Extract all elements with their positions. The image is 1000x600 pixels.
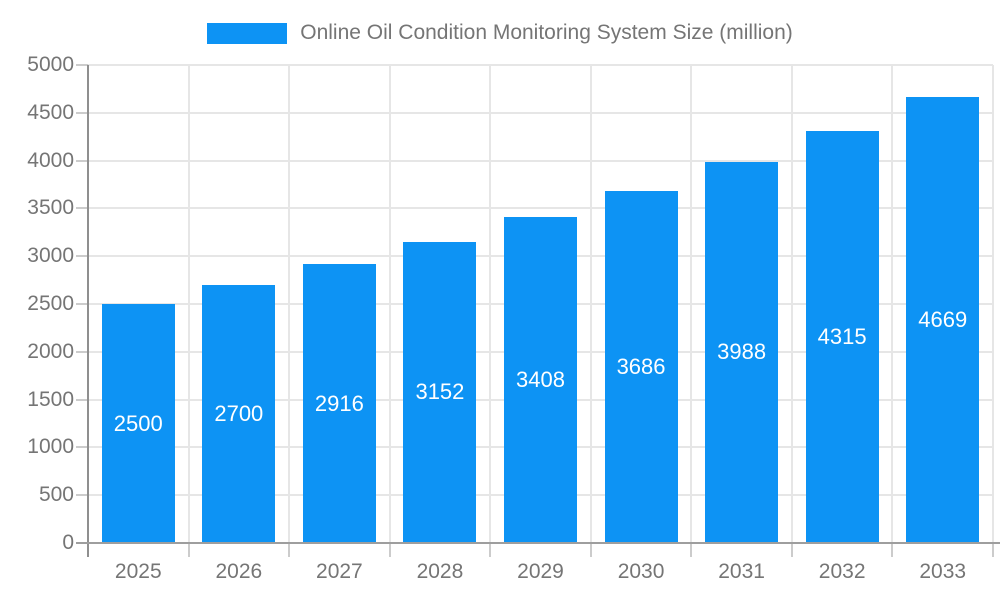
x-axis-line <box>76 542 1000 544</box>
y-tick-label: 4500 <box>27 100 74 124</box>
v-gridline <box>790 65 793 543</box>
x-axis-tick <box>589 543 592 557</box>
y-axis-tick <box>76 398 88 401</box>
bar: 2700 <box>202 284 276 543</box>
y-tick-label: 0 <box>62 531 74 554</box>
x-axis-tick <box>992 543 994 557</box>
bar-value-label: 4315 <box>817 323 867 349</box>
bar-value-label: 2700 <box>214 400 264 426</box>
bar-value-label: 3988 <box>717 339 767 365</box>
v-gridline <box>489 65 492 543</box>
y-tick-label: 2000 <box>27 339 74 363</box>
v-gridline <box>589 65 592 543</box>
y-axis-tick <box>76 350 88 353</box>
x-axis-tick <box>388 543 391 557</box>
bar: 3686 <box>604 190 678 543</box>
x-axis-tick <box>790 543 793 557</box>
plot-area: 2500 2700 2916 3152 3408 3686 3988 4315 4669 <box>76 64 1000 557</box>
x-tick-label: 2028 <box>416 560 464 583</box>
v-gridline <box>388 65 391 543</box>
y-axis-line <box>87 65 89 557</box>
y-axis-tick <box>76 111 88 114</box>
x-axis-tick <box>187 543 190 557</box>
bar-value-label: 2500 <box>113 410 163 436</box>
bar-value-label: 4669 <box>918 306 968 332</box>
y-tick-label: 2500 <box>27 292 74 315</box>
y-tick-label: 1000 <box>27 435 74 459</box>
y-axis-tick <box>76 494 88 497</box>
y-tick-label: 500 <box>38 483 74 507</box>
bar: 4315 <box>805 130 879 543</box>
x-axis-tick <box>288 543 291 557</box>
legend[interactable]: Online Oil Condition Monitoring System S… <box>0 21 1000 45</box>
bar: 4669 <box>906 96 980 543</box>
y-tick-label: 3500 <box>27 196 74 220</box>
x-tick-label: 2026 <box>215 560 263 583</box>
v-gridline <box>891 65 894 543</box>
y-tick-label: 3000 <box>27 244 74 268</box>
v-gridline <box>992 65 994 543</box>
v-gridline <box>187 65 190 543</box>
h-gridline <box>88 207 993 210</box>
x-tick-label: 2025 <box>114 560 162 583</box>
y-tick-label: 5000 <box>27 53 74 76</box>
y-axis-tick <box>76 255 88 258</box>
h-gridline <box>88 159 993 162</box>
x-tick-label: 2032 <box>818 560 866 583</box>
y-axis-tick <box>76 446 88 449</box>
h-gridline <box>88 64 993 66</box>
y-axis-tick <box>76 64 88 66</box>
v-gridline <box>690 65 693 543</box>
y-axis-tick <box>76 303 88 305</box>
x-axis-tick <box>489 543 492 557</box>
y-axis-tick <box>76 207 88 210</box>
bar: 2916 <box>302 264 376 543</box>
bar-value-label: 3408 <box>516 367 565 393</box>
x-tick-label: 2029 <box>517 560 564 583</box>
y-axis-tick <box>76 159 88 162</box>
bar: 3408 <box>504 217 577 543</box>
x-tick-label: 2027 <box>316 560 363 583</box>
x-axis-tick <box>891 543 894 557</box>
v-gridline <box>288 65 291 543</box>
bar: 3152 <box>403 241 477 543</box>
x-tick-label: 2031 <box>718 560 765 583</box>
x-axis-tick <box>690 543 693 557</box>
bar: 2500 <box>101 304 175 543</box>
bar-value-label: 3686 <box>616 353 666 379</box>
x-tick-label: 2033 <box>919 560 967 583</box>
h-gridline <box>88 111 993 114</box>
bar: 3988 <box>705 161 779 543</box>
y-tick-label: 1500 <box>27 387 74 411</box>
x-tick-label: 2030 <box>617 560 665 583</box>
legend-label: Online Oil Condition Monitoring System S… <box>300 21 793 44</box>
bar-value-label: 2916 <box>314 390 364 416</box>
y-tick-label: 4000 <box>27 148 74 172</box>
bar-value-label: 3152 <box>415 379 465 405</box>
legend-swatch <box>207 22 288 44</box>
